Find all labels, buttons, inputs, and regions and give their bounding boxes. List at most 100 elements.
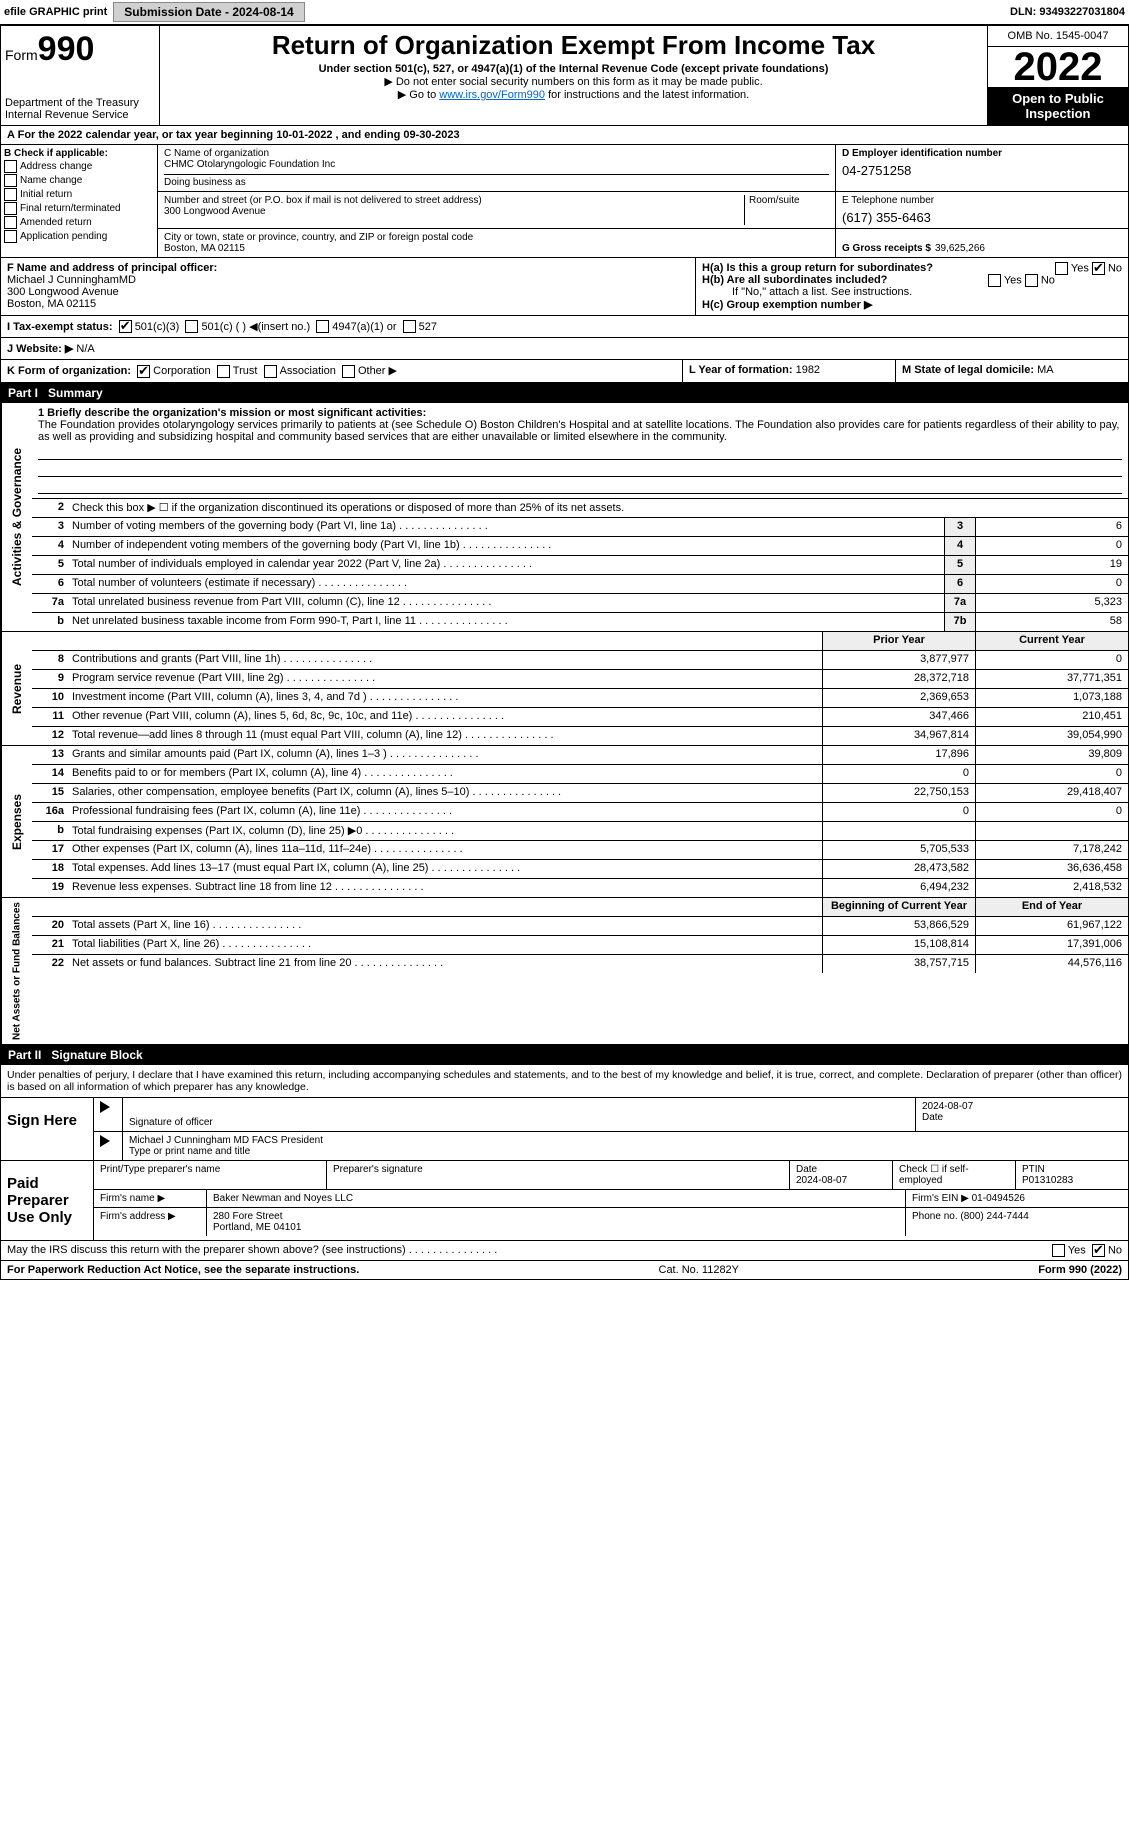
box-h: H(a) Is this a group return for subordin… [696, 258, 1128, 315]
side-net-assets: Net Assets or Fund Balances [1, 898, 32, 1044]
box-f: F Name and address of principal officer:… [1, 258, 696, 315]
mission-block: 1 Briefly describe the organization's mi… [32, 403, 1128, 499]
table-row: 14 Benefits paid to or for members (Part… [32, 765, 1128, 784]
col-cd: C Name of organization CHMC Otolaryngolo… [158, 145, 1128, 257]
street-label: Number and street (or P.O. box if mail i… [164, 195, 744, 206]
table-row: 4 Number of independent voting members o… [32, 537, 1128, 556]
ein-label: D Employer identification number [842, 148, 1122, 159]
irs-label: Internal Revenue Service [5, 109, 155, 121]
submission-date-button[interactable]: Submission Date - 2024-08-14 [113, 2, 304, 22]
cb-trust[interactable] [217, 365, 230, 378]
expenses-section: Expenses 13 Grants and similar amounts p… [0, 746, 1129, 898]
form-header: Form990 Department of the Treasury Inter… [0, 25, 1129, 126]
ein-value: 04-2751258 [842, 159, 1122, 178]
header-right: OMB No. 1545-0047 2022 Open to Public In… [987, 26, 1128, 125]
arrow-icon [100, 1101, 110, 1113]
table-row: 22 Net assets or fund balances. Subtract… [32, 955, 1128, 973]
table-row: 8 Contributions and grants (Part VIII, l… [32, 651, 1128, 670]
cb-527[interactable] [403, 320, 416, 333]
efile-label: efile GRAPHIC print [4, 6, 107, 18]
table-row: 21 Total liabilities (Part X, line 26) 1… [32, 936, 1128, 955]
name-label: C Name of organization [164, 148, 829, 159]
phone-value: (617) 355-6463 [842, 206, 1122, 225]
table-row: b Net unrelated business taxable income … [32, 613, 1128, 631]
form-prefix: Form [5, 47, 38, 63]
officer-label: F Name and address of principal officer: [7, 262, 689, 274]
city-value: Boston, MA 02115 [164, 243, 829, 254]
form-number: 990 [38, 30, 95, 68]
mission-text: The Foundation provides otolaryngology s… [38, 419, 1122, 443]
table-row: 16a Professional fundraising fees (Part … [32, 803, 1128, 822]
side-revenue: Revenue [1, 632, 32, 745]
box-b-title: B Check if applicable: [4, 148, 154, 159]
table-row: 7a Total unrelated business revenue from… [32, 594, 1128, 613]
declaration: Under penalties of perjury, I declare th… [1, 1065, 1128, 1097]
block-fh: F Name and address of principal officer:… [0, 258, 1129, 316]
open-to-public: Open to Public Inspection [988, 87, 1128, 125]
ssn-note: ▶ Do not enter social security numbers o… [164, 75, 983, 88]
firm-name: Baker Newman and Noyes LLC [207, 1190, 906, 1207]
form-subtitle: Under section 501(c), 527, or 4947(a)(1)… [164, 63, 983, 75]
cb-address-change[interactable]: Address change [4, 160, 154, 173]
website-value: N/A [76, 343, 94, 355]
box-j: J Website: ▶ N/A [0, 338, 1129, 360]
cb-other[interactable] [342, 365, 355, 378]
side-governance: Activities & Governance [1, 403, 32, 631]
box-b: B Check if applicable: Address change Na… [1, 145, 158, 257]
cb-amended-return[interactable]: Amended return [4, 216, 154, 229]
part2-header: Part II Signature Block [0, 1045, 1129, 1065]
signature-block: Under penalties of perjury, I declare th… [0, 1065, 1129, 1241]
part1-header: Part I Summary [0, 383, 1129, 403]
table-row: 18 Total expenses. Add lines 13–17 (must… [32, 860, 1128, 879]
table-row: 9 Program service revenue (Part VIII, li… [32, 670, 1128, 689]
cb-501c[interactable] [185, 320, 198, 333]
table-row: 13 Grants and similar amounts paid (Part… [32, 746, 1128, 765]
cb-corporation[interactable] [137, 365, 150, 378]
sign-here-label: Sign Here [1, 1098, 94, 1160]
table-row: 17 Other expenses (Part IX, column (A), … [32, 841, 1128, 860]
revenue-section: Revenue Prior Year Current Year 8 Contri… [0, 632, 1129, 746]
line-a: A For the 2022 calendar year, or tax yea… [0, 126, 1129, 145]
cb-501c3[interactable] [119, 320, 132, 333]
table-row: 11 Other revenue (Part VIII, column (A),… [32, 708, 1128, 727]
goto-note: ▶ Go to www.irs.gov/Form990 for instruct… [164, 88, 983, 101]
table-row: b Total fundraising expenses (Part IX, c… [32, 822, 1128, 841]
block-bcd: B Check if applicable: Address change Na… [0, 145, 1129, 258]
table-row: 15 Salaries, other compensation, employe… [32, 784, 1128, 803]
gross-label: G Gross receipts $ [842, 243, 931, 254]
irs-link[interactable]: www.irs.gov/Form990 [439, 89, 545, 101]
form-title: Return of Organization Exempt From Incom… [164, 30, 983, 61]
city-label: City or town, state or province, country… [164, 232, 829, 243]
omb-number: OMB No. 1545-0047 [988, 26, 1128, 47]
dln: DLN: 93493227031804 [1010, 6, 1125, 18]
arrow-icon [100, 1135, 110, 1147]
cb-initial-return[interactable]: Initial return [4, 188, 154, 201]
cb-association[interactable] [264, 365, 277, 378]
officer-addr2: Boston, MA 02115 [7, 298, 689, 310]
table-row: 12 Total revenue—add lines 8 through 11 … [32, 727, 1128, 745]
cb-final-return[interactable]: Final return/terminated [4, 202, 154, 215]
table-row: 6 Total number of volunteers (estimate i… [32, 575, 1128, 594]
row-klm: K Form of organization: Corporation Trus… [0, 360, 1129, 383]
table-row: 20 Total assets (Part X, line 16) 53,866… [32, 917, 1128, 936]
header-mid: Return of Organization Exempt From Incom… [160, 26, 987, 125]
table-row: 5 Total number of individuals employed i… [32, 556, 1128, 575]
phone-label: E Telephone number [842, 195, 1122, 206]
street-value: 300 Longwood Avenue [164, 206, 744, 217]
gross-value: 39,625,266 [935, 243, 985, 254]
officer-printed: Michael J Cunningham MD FACS President [129, 1135, 323, 1146]
efile-bar: efile GRAPHIC print Submission Date - 20… [0, 0, 1129, 25]
discuss-row: May the IRS discuss this return with the… [0, 1241, 1129, 1261]
footer: For Paperwork Reduction Act Notice, see … [0, 1261, 1129, 1280]
header-left: Form990 Department of the Treasury Inter… [1, 26, 160, 125]
officer-name: Michael J CunninghamMD [7, 274, 689, 286]
cb-application-pending[interactable]: Application pending [4, 230, 154, 243]
table-row: 3 Number of voting members of the govern… [32, 518, 1128, 537]
net-assets-section: Net Assets or Fund Balances Beginning of… [0, 898, 1129, 1045]
paid-preparer-label: Paid Preparer Use Only [1, 1161, 94, 1240]
cb-4947[interactable] [316, 320, 329, 333]
dba-label: Doing business as [164, 177, 246, 188]
cb-name-change[interactable]: Name change [4, 174, 154, 187]
activities-governance: Activities & Governance 1 Briefly descri… [0, 403, 1129, 632]
table-row: 10 Investment income (Part VIII, column … [32, 689, 1128, 708]
